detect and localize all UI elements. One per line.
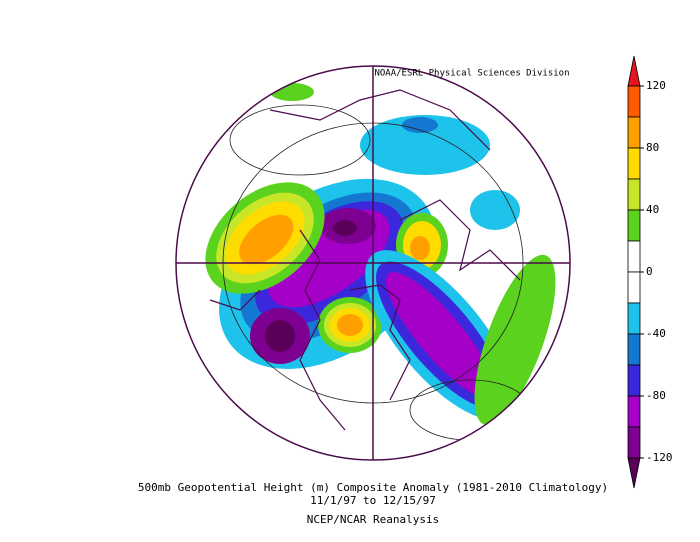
source: NCEP/NCAR Reanalysis [307,513,439,526]
map [176,66,570,460]
color-band [627,426,641,459]
anomaly-region [402,117,438,133]
credit: NOAA/ESRL Physical Sciences Division [374,69,569,79]
colorbar-tick-label: -80 [646,389,666,402]
anomaly-region [265,320,295,352]
color-band [627,178,641,211]
anomaly-region [337,314,363,336]
map-border [175,65,571,461]
dates: 11/1/97 to 12/15/97 [310,494,436,507]
colorbar-tick-label: 40 [646,203,659,216]
color-band [627,85,641,118]
colorbar-tick-label: 0 [646,265,653,278]
colorbar-tick-label: 80 [646,141,659,154]
color-band [627,116,641,149]
colorbar-arrow [627,55,641,87]
colorbar: 120 80 40 0 -40 -80 -120 [627,55,673,489]
title: 500mb Geopotential Height (m) Composite … [138,481,608,494]
color-band [627,395,641,428]
anomaly-region [410,236,430,260]
anomaly-region [360,115,490,175]
coastlines [209,89,521,431]
anomaly-region [470,190,520,230]
color-band [627,302,641,335]
color-band [627,333,641,366]
anomaly-region [333,220,357,236]
colorbar-tick-label: -40 [646,327,666,340]
colorbar-tick-label: 120 [646,79,666,92]
color-band [627,147,641,180]
color-band [627,209,641,242]
color-band [627,240,641,273]
colorbar-tick-label: -120 [646,451,673,464]
anomaly-region [205,182,325,294]
colorbar-arrow [627,457,641,489]
color-band [627,271,641,304]
color-band [627,364,641,397]
